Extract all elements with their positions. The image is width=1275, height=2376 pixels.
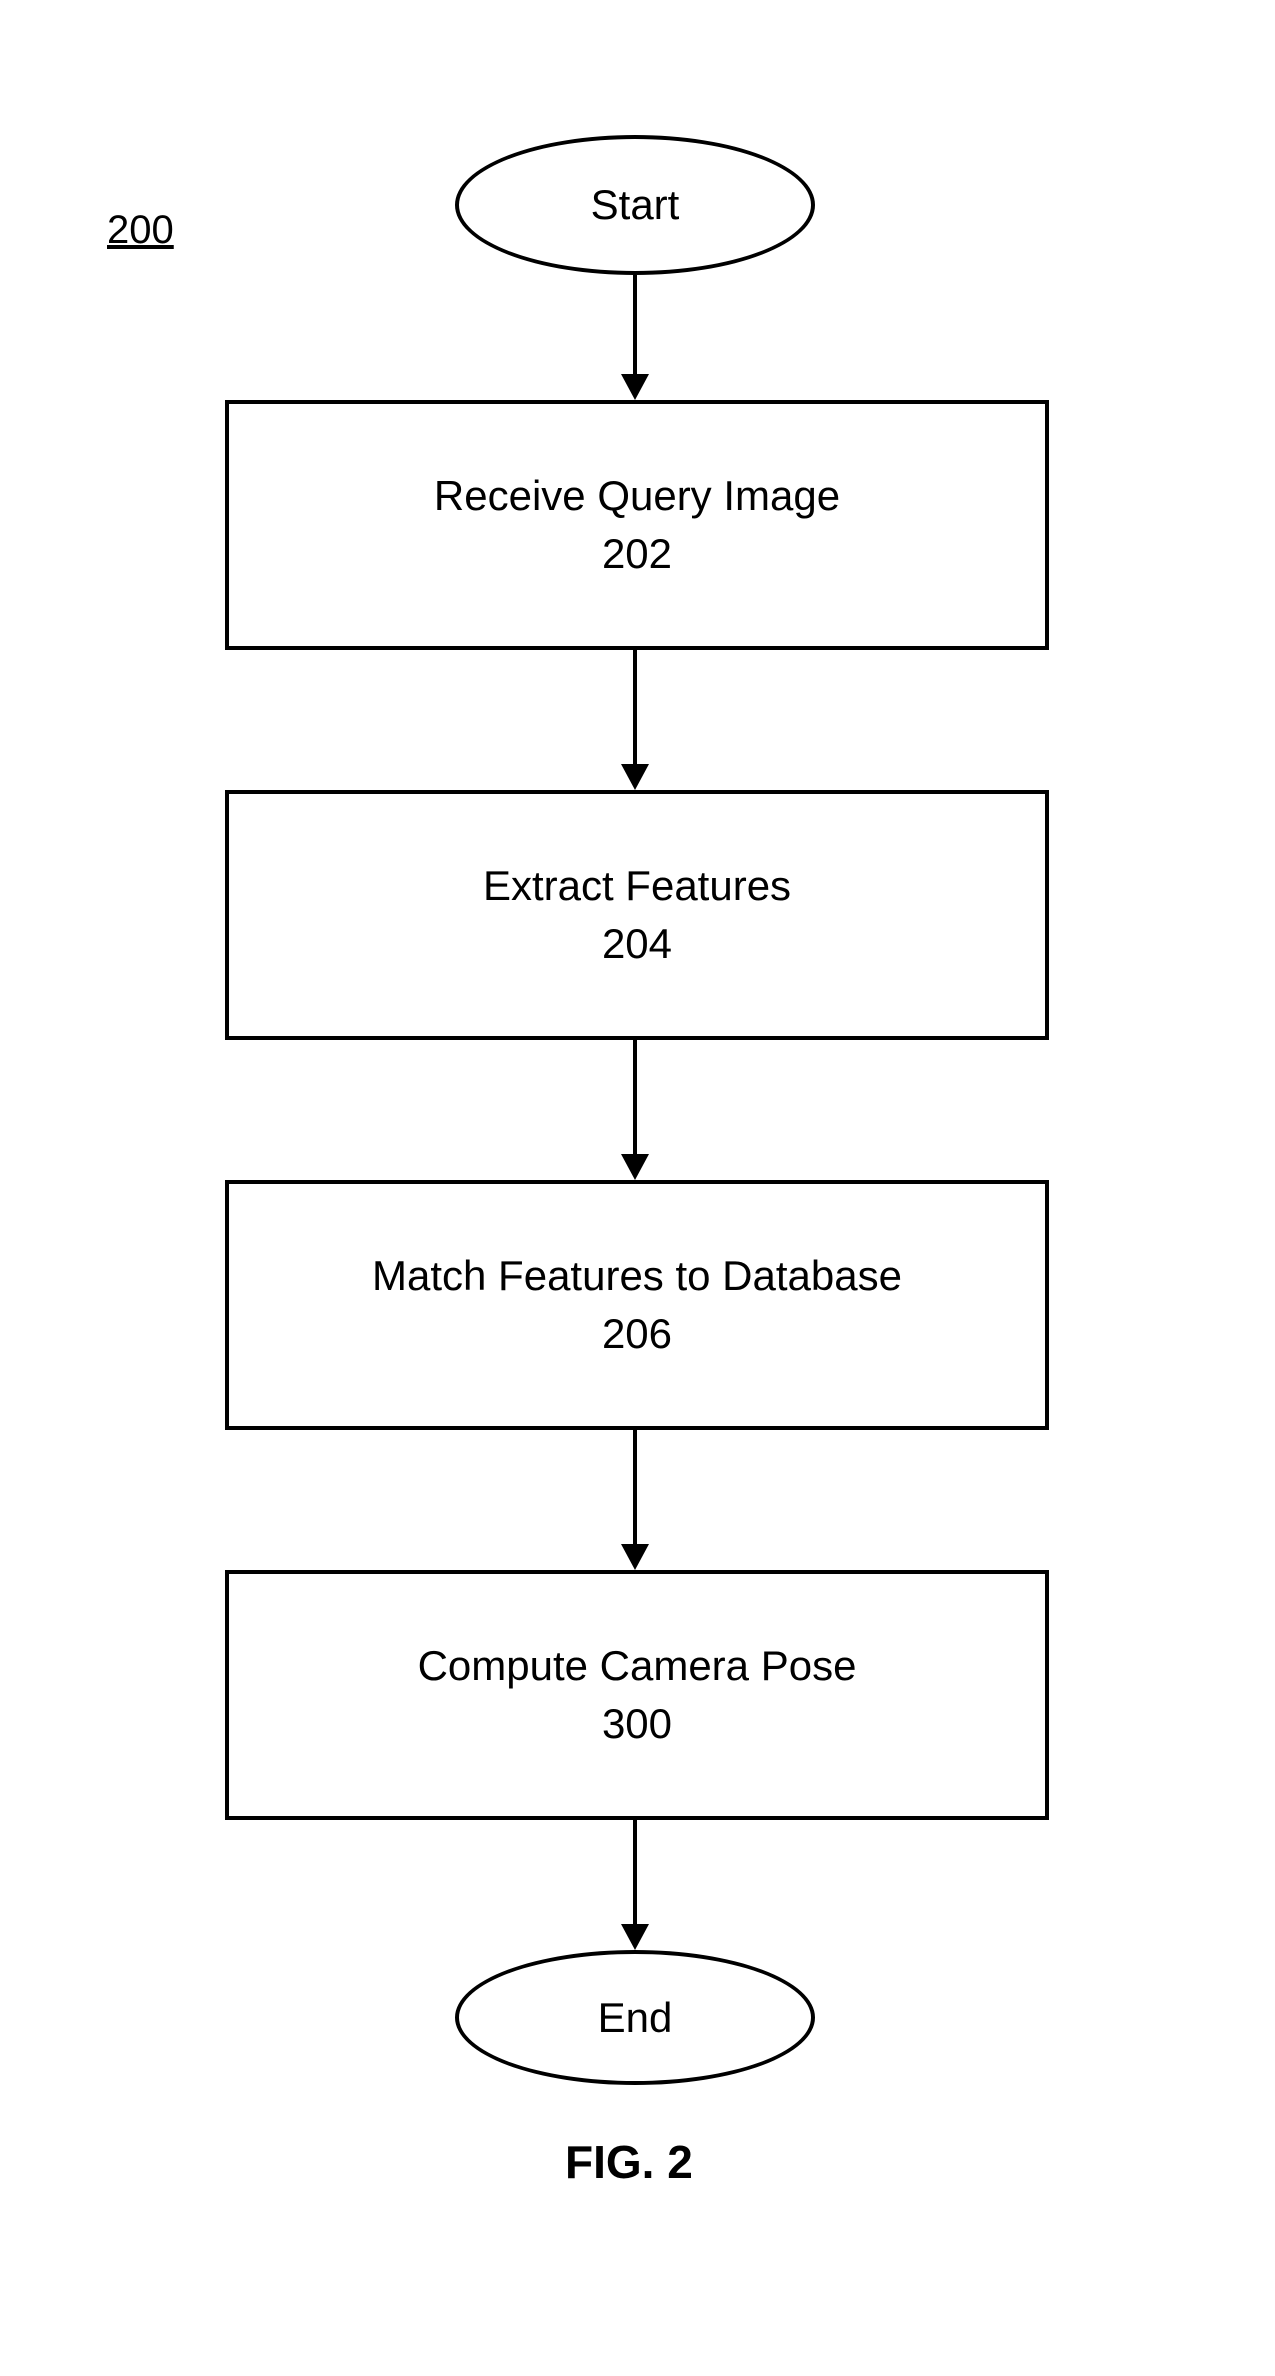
node-title: Compute Camera Pose xyxy=(418,1642,857,1690)
arrow-head xyxy=(621,374,649,400)
end-node: End xyxy=(455,1950,815,2085)
figure-number: 200 xyxy=(107,208,174,253)
arrow-head xyxy=(621,1544,649,1570)
node-title: Extract Features xyxy=(483,862,791,910)
node-number: 202 xyxy=(602,530,672,578)
node-number: 204 xyxy=(602,920,672,968)
flowchart-container: 200 Start Receive Query Image 202 Extrac… xyxy=(0,0,1275,2376)
compute-camera-pose-node: Compute Camera Pose 300 xyxy=(225,1570,1049,1820)
arrow-line xyxy=(633,1820,637,1924)
arrow-line xyxy=(633,275,637,374)
node-number: 206 xyxy=(602,1310,672,1358)
arrow-line xyxy=(633,650,637,764)
start-label: Start xyxy=(591,181,680,229)
arrow-head xyxy=(621,1924,649,1950)
arrow-head xyxy=(621,1154,649,1180)
node-title: Receive Query Image xyxy=(434,472,840,520)
figure-caption: FIG. 2 xyxy=(565,2135,693,2189)
extract-features-node: Extract Features 204 xyxy=(225,790,1049,1040)
arrow-head xyxy=(621,764,649,790)
end-label: End xyxy=(598,1994,673,2042)
node-number: 300 xyxy=(602,1700,672,1748)
arrow-line xyxy=(633,1430,637,1544)
arrow-line xyxy=(633,1040,637,1154)
match-features-node: Match Features to Database 206 xyxy=(225,1180,1049,1430)
start-node: Start xyxy=(455,135,815,275)
receive-query-image-node: Receive Query Image 202 xyxy=(225,400,1049,650)
node-title: Match Features to Database xyxy=(372,1252,902,1300)
